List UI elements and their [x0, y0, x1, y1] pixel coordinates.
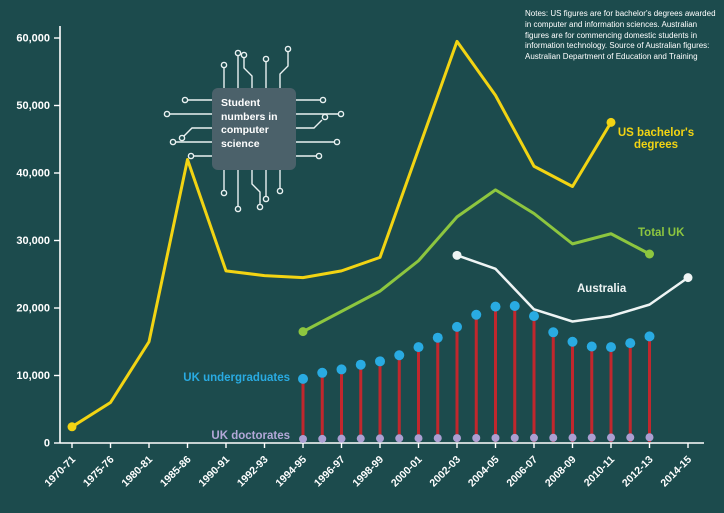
total-uk-series-label: Total UK — [638, 227, 685, 239]
uk-doctorates-dot — [453, 434, 461, 443]
us-bachelor-s-degrees-line — [70, 39, 613, 429]
x-tick-label: 2004-05 — [466, 454, 502, 490]
x-tick-label: 1992-93 — [235, 454, 271, 490]
us-series-label: US bachelor's degrees — [617, 127, 695, 151]
x-tick-label: 1990-91 — [196, 454, 232, 490]
uk-doctorates-dot — [510, 433, 519, 442]
x-tick-label: 1970-71 — [42, 454, 78, 490]
x-tick-label: 2010-11 — [582, 454, 617, 489]
y-tick-label: 20,000 — [16, 303, 50, 315]
uk-undergraduates-dot — [394, 350, 405, 361]
x-tick-label: 1998-99 — [350, 454, 386, 490]
uk-doctorates-dot — [356, 434, 365, 443]
x-tick-label: 1996-97 — [312, 454, 348, 490]
total-uk-endpoint-dot — [645, 249, 654, 259]
uk-doctorates-dot — [568, 433, 577, 442]
uk-undergraduates-label: UK undergraduates — [183, 372, 290, 384]
circuit-traces-right — [296, 99, 338, 157]
uk-doctorates-dot — [491, 433, 500, 442]
uk-doctorates-dot — [433, 434, 442, 443]
uk-undergraduates-dot — [567, 336, 578, 347]
australia-endpoint-dot — [452, 250, 462, 260]
uk-undergraduates-dot — [413, 342, 424, 353]
uk-undergraduates-dot — [298, 373, 308, 384]
uk-doctorates-dot — [587, 433, 596, 442]
us-bachelor-s-degrees-endpoint-dot — [606, 117, 616, 127]
chip-title: Student numbers in computer science — [221, 97, 278, 150]
x-tick-label: 1980-81 — [119, 454, 155, 490]
y-tick-label: 40,000 — [16, 168, 50, 180]
uk-undergraduates-dot — [509, 300, 520, 311]
y-tick-label: 60,000 — [16, 33, 50, 45]
uk-undergraduates-dot — [355, 359, 366, 370]
uk-undergraduates-dot — [548, 327, 559, 338]
uk-doctorates-label: UK doctorates — [211, 430, 290, 442]
uk-doctorates-dot — [549, 433, 558, 442]
uk-undergraduates-dot — [452, 321, 462, 332]
x-tick-label: 2008-09 — [543, 454, 579, 490]
circuit-node-dots — [163, 45, 345, 213]
uk-doctorates-dot — [645, 433, 654, 442]
uk-undergraduates-dot — [490, 301, 501, 312]
chip-illustration — [163, 45, 345, 213]
uk-doctorates-dot — [472, 434, 481, 443]
uk-undergraduates-dot — [644, 331, 655, 342]
uk-undergraduates-dot — [625, 338, 636, 349]
x-tick-label: 1994-95 — [273, 454, 309, 490]
y-tick-label: 10,000 — [16, 370, 50, 382]
y-tick-label: 0 — [44, 438, 50, 450]
uk-doctorates-dot — [607, 433, 615, 442]
uk-undergraduates-dot — [586, 341, 597, 352]
total-uk-line — [301, 188, 651, 334]
x-tick-label: 2012-13 — [620, 454, 656, 490]
uk-doctorates-dot — [299, 434, 307, 443]
x-tick-label: 2002-03 — [427, 454, 463, 490]
circuit-traces-top — [223, 52, 289, 88]
uk-undergraduates-dot — [336, 364, 347, 375]
uk-doctorates-dot — [376, 434, 384, 443]
circuit-traces-bottom — [223, 170, 281, 206]
circuit-traces-left — [170, 99, 212, 157]
x-tick-label: 2006-07 — [504, 454, 540, 490]
uk-undergraduates-dot — [375, 356, 385, 367]
us-bachelor-s-degrees-endpoint-dot — [67, 422, 77, 432]
y-tick-label: 30,000 — [16, 235, 50, 247]
australia-series-label: Australia — [577, 283, 627, 295]
uk-doctorates-dot — [337, 434, 346, 443]
x-tick-label: 1975-76 — [81, 454, 117, 490]
y-tick-label: 50,000 — [16, 100, 50, 112]
uk-undergraduates-dot — [529, 311, 539, 322]
uk-doctorates-dot — [626, 433, 635, 442]
uk-doctorates-dot — [414, 434, 423, 443]
uk-undergraduates-dot — [432, 332, 443, 343]
x-tick-label: 2014-15 — [658, 454, 694, 490]
uk-undergraduates-dot — [471, 309, 482, 320]
uk-undergraduates-dot — [606, 342, 616, 353]
uk-doctorates-dot — [318, 434, 327, 443]
uk-doctorates-dot — [395, 434, 404, 443]
chip-body — [212, 88, 296, 170]
x-tick-label: 2000-01 — [389, 454, 425, 490]
uk-doctorates-dot — [530, 433, 538, 442]
total-uk-endpoint-dot — [298, 327, 308, 337]
australia-line — [455, 254, 690, 323]
australia-endpoint-dot — [683, 273, 693, 283]
notes-text: Notes: US figures are for bachelor's deg… — [525, 9, 716, 62]
x-tick-label: 1985-86 — [158, 454, 194, 490]
uk-undergraduates-dot — [317, 367, 328, 378]
